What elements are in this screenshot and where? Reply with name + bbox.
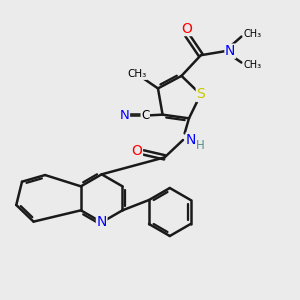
Text: N: N bbox=[225, 44, 235, 58]
Text: O: O bbox=[182, 22, 192, 36]
Text: H: H bbox=[196, 139, 205, 152]
Text: CH₃: CH₃ bbox=[243, 29, 261, 39]
Text: C: C bbox=[141, 109, 149, 122]
Text: O: O bbox=[131, 144, 142, 158]
Text: N: N bbox=[120, 109, 130, 122]
Text: N: N bbox=[186, 133, 196, 147]
Text: CH₃: CH₃ bbox=[243, 60, 261, 70]
Text: S: S bbox=[196, 87, 205, 101]
Text: N: N bbox=[97, 215, 107, 229]
Text: CH₃: CH₃ bbox=[128, 69, 147, 80]
